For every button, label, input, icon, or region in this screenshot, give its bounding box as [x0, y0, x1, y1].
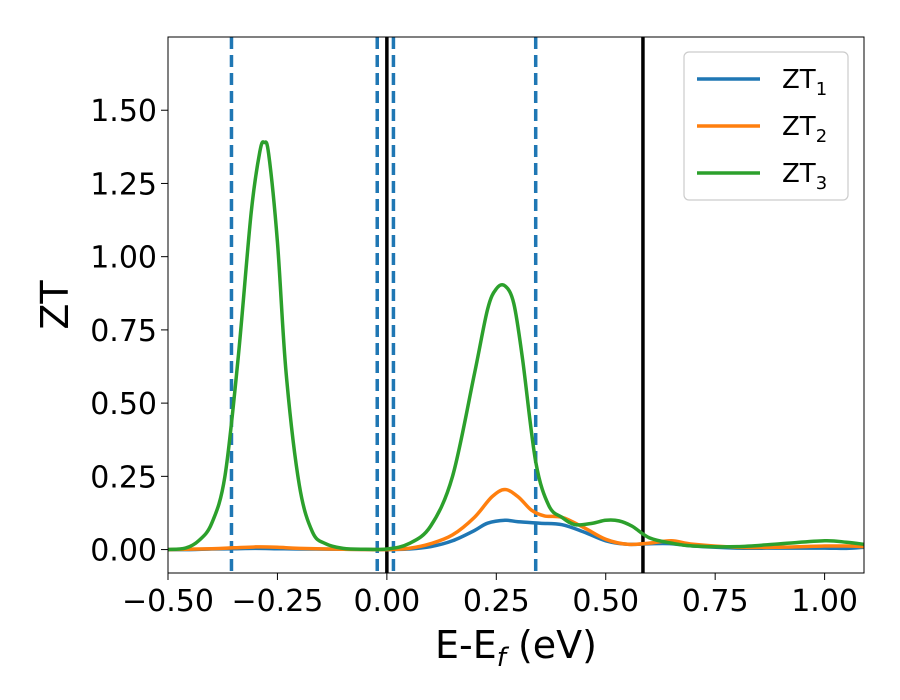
y-tick-label: 1.00	[90, 241, 157, 276]
y-axis-label: ZT	[33, 280, 77, 330]
y-tick-label: 1.50	[90, 94, 157, 129]
legend-label-zt2: ZT2	[782, 112, 827, 147]
y-tick-label: 1.25	[90, 167, 157, 202]
legend-label-zt3: ZT3	[782, 159, 827, 194]
x-tick-label: −0.25	[231, 584, 323, 619]
x-tick-label: 0.75	[682, 584, 749, 619]
x-axis-ticks: −0.50 −0.25 0.00 0.25 0.50 0.75 1.00	[122, 573, 858, 619]
y-axis-ticks: 0.00 0.25 0.50 0.75 1.00 1.25 1.50	[90, 94, 168, 569]
y-tick-label: 0.50	[90, 387, 157, 422]
series-line-zt3	[167, 140, 865, 552]
x-axis-label: E-Ef (eV)	[435, 623, 597, 673]
x-tick-label: 0.00	[353, 584, 420, 619]
x-tick-label: 0.25	[463, 584, 530, 619]
y-tick-label: 0.75	[90, 314, 157, 349]
series-lines	[167, 140, 865, 552]
legend-box	[683, 51, 849, 201]
y-tick-label: 0.00	[90, 534, 157, 569]
y-tick-label: 0.25	[90, 460, 157, 495]
legend: ZT1 ZT2 ZT3	[683, 51, 849, 201]
x-tick-label: 0.50	[572, 584, 639, 619]
reference-lines	[229, 37, 645, 573]
x-tick-label: 1.00	[791, 584, 858, 619]
x-tick-label: −0.50	[122, 584, 214, 619]
plot-frame	[167, 36, 865, 574]
legend-label-zt1: ZT1	[782, 65, 827, 100]
